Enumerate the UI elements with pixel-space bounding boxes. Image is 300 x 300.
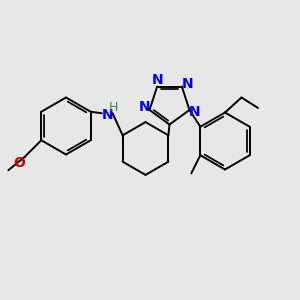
Text: H: H: [109, 101, 119, 114]
Text: N: N: [189, 105, 201, 119]
Text: O: O: [14, 156, 26, 170]
Text: N: N: [151, 73, 163, 87]
Text: N: N: [182, 76, 193, 91]
Text: N: N: [138, 100, 150, 114]
Text: N: N: [101, 108, 113, 122]
